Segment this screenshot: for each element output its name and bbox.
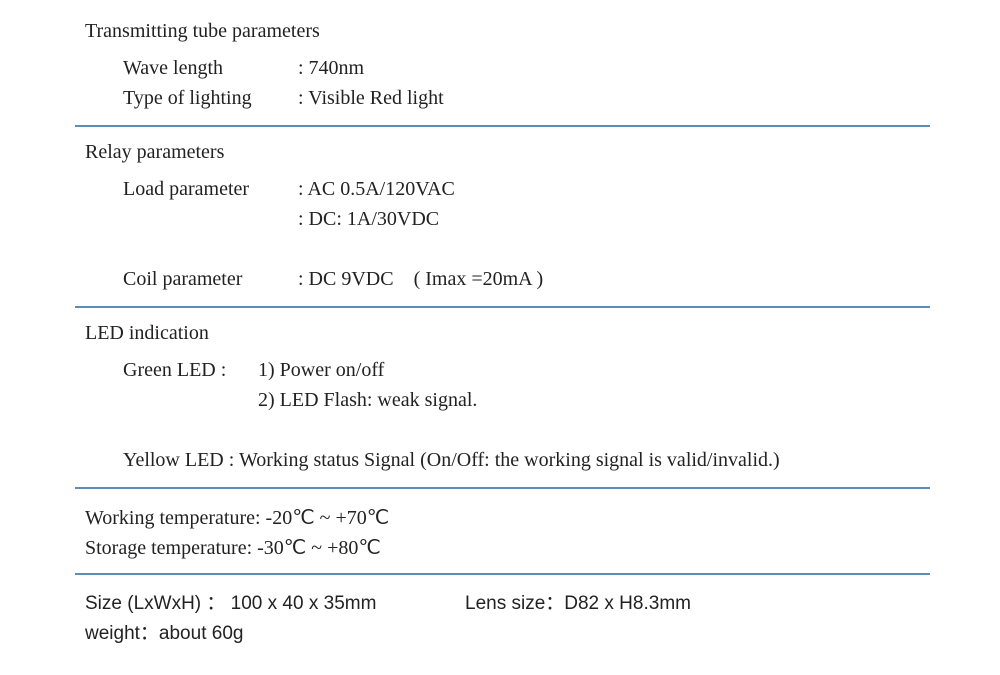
- wave-length-row: Wave length : 740nm: [123, 53, 930, 83]
- weight-row: weight：about 60g: [85, 619, 930, 649]
- spacer-1: [75, 234, 930, 264]
- led-section: LED indication Green LED : 1) Power on/o…: [75, 322, 930, 475]
- physical-section: Size (LxWxH) ： 100 x 40 x 35mm Lens size…: [75, 589, 930, 650]
- load-parameter-value1: : AC 0.5A/120VAC: [298, 174, 930, 204]
- relay-section: Relay parameters Load parameter : AC 0.5…: [75, 141, 930, 294]
- green-led-row1: Green LED : 1) Power on/off: [123, 355, 930, 385]
- lighting-type-label: Type of lighting: [123, 83, 298, 113]
- lens-value: Lens size：D82 x H8.3mm: [465, 589, 930, 619]
- size-lens-row: Size (LxWxH) ： 100 x 40 x 35mm Lens size…: [85, 589, 930, 619]
- green-led-label: Green LED :: [123, 355, 253, 385]
- weight-value: weight：about 60g: [85, 619, 243, 649]
- yellow-led-row: Yellow LED : Working status Signal (On/O…: [123, 445, 930, 475]
- divider-3: [75, 487, 930, 489]
- transmitting-title: Transmitting tube parameters: [85, 20, 930, 43]
- wave-length-label: Wave length: [123, 53, 298, 83]
- transmitting-section: Transmitting tube parameters Wave length…: [75, 20, 930, 113]
- led-title: LED indication: [85, 322, 930, 345]
- wave-length-value: : 740nm: [298, 53, 930, 83]
- divider-4: [75, 573, 930, 575]
- green-led-value1: 1) Power on/off: [258, 359, 384, 381]
- load-parameter-label: Load parameter: [123, 174, 298, 204]
- coil-parameter-label: Coil parameter: [123, 264, 298, 294]
- load-parameter-value2: : DC: 1A/30VDC: [298, 204, 930, 234]
- storage-temp: Storage temperature: -30℃ ~ +80℃: [85, 533, 930, 563]
- size-value: Size (LxWxH) ： 100 x 40 x 35mm: [85, 589, 465, 619]
- working-temp: Working temperature: -20℃ ~ +70℃: [85, 503, 930, 533]
- relay-title: Relay parameters: [85, 141, 930, 164]
- lighting-type-row: Type of lighting : Visible Red light: [123, 83, 930, 113]
- divider-2: [75, 306, 930, 308]
- green-led-row2: 2) LED Flash: weak signal.: [123, 385, 930, 415]
- coil-parameter-value: : DC 9VDC ( Imax =20mA ): [298, 264, 930, 294]
- temperature-section: Working temperature: -20℃ ~ +70℃ Storage…: [85, 503, 930, 563]
- divider-1: [75, 125, 930, 127]
- spacer-2: [75, 415, 930, 445]
- lighting-type-value: : Visible Red light: [298, 83, 930, 113]
- green-led-value2: 2) LED Flash: weak signal.: [258, 389, 477, 411]
- coil-parameter-row: Coil parameter : DC 9VDC ( Imax =20mA ): [123, 264, 930, 294]
- load-parameter-row: Load parameter : AC 0.5A/120VAC: [123, 174, 930, 204]
